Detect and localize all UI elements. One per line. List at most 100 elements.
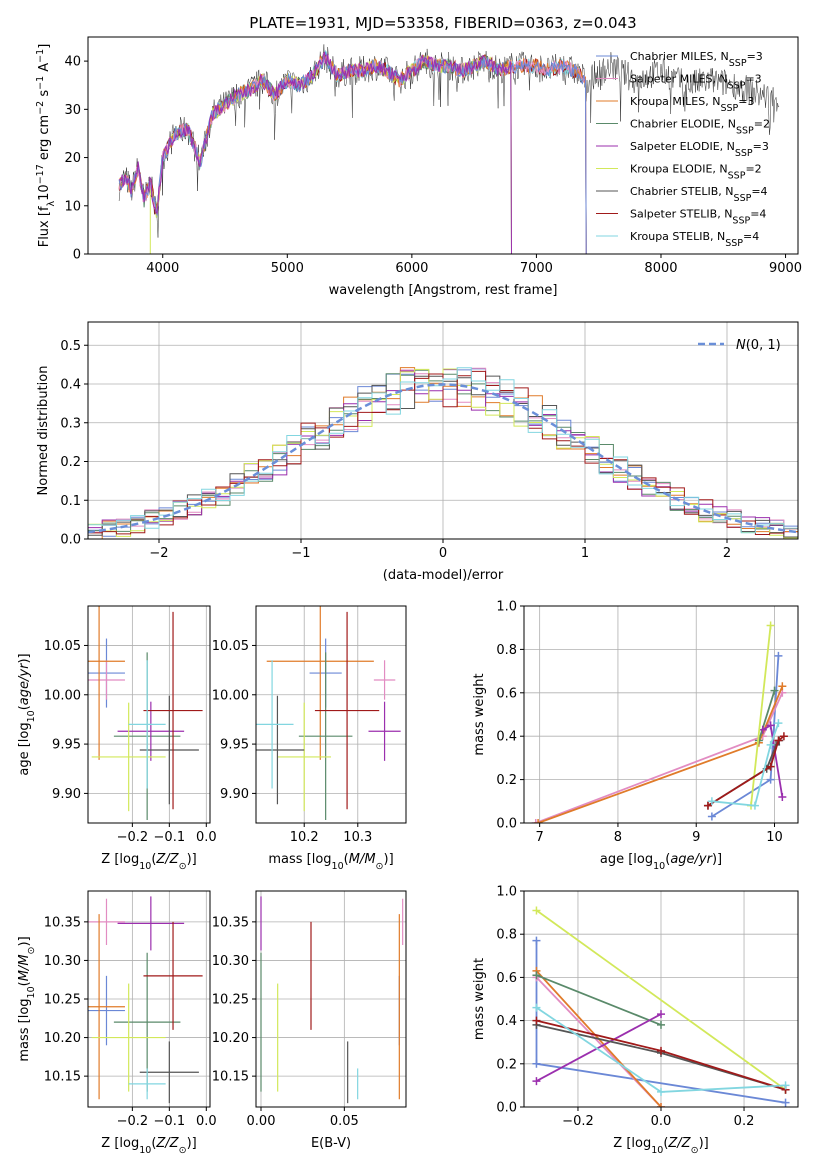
massweight_vs_Z-ylabel: mass weight bbox=[472, 958, 487, 1040]
mass-weight-line bbox=[535, 692, 784, 823]
mass-weight-marker bbox=[532, 1003, 541, 1012]
spectrum-legend-label: Chabrier ELODIE, NSSP=2 bbox=[630, 118, 770, 137]
age_vs_mass-plot-area bbox=[256, 606, 401, 821]
massweight_vs_age-ytick-label: 0.2 bbox=[496, 773, 517, 788]
mass-weight-marker bbox=[774, 651, 783, 660]
residuals-xtick-label: −1 bbox=[291, 546, 310, 561]
age_vs_mass-xtick-label: 10.3 bbox=[343, 830, 372, 845]
mass-weight-marker bbox=[532, 1016, 541, 1025]
mass-weight-marker bbox=[781, 1098, 790, 1107]
age_vs_Z-xlabel: Z [log10(Z/Z⊙)] bbox=[101, 852, 196, 872]
mass-weight-marker bbox=[779, 732, 788, 741]
spectrum-model-line bbox=[118, 49, 587, 254]
massweight_vs_age-ytick-label: 0.4 bbox=[496, 730, 517, 745]
spectrum-legend-label: Kroupa STELIB, NSSP=4 bbox=[630, 230, 759, 249]
residuals-plot-area bbox=[88, 367, 798, 539]
mass-weight-marker bbox=[532, 1077, 541, 1086]
age_vs_mass-frame bbox=[255, 605, 407, 824]
mass_vs_Z-ylabel: mass [log10(M/M⊙)] bbox=[17, 936, 37, 1061]
massweight_vs_age-ytick-label: 0.6 bbox=[496, 686, 517, 701]
residuals-xtick-label: −2 bbox=[149, 546, 168, 561]
age_vs_mass-ytick-label: 10.05 bbox=[212, 639, 249, 654]
mass-weight-marker bbox=[532, 906, 541, 915]
mass_vs_Z-xtick-label: 0.0 bbox=[196, 1114, 217, 1129]
mass-weight-line bbox=[537, 685, 784, 823]
mass_vs_EBV-ytick-label: 10.25 bbox=[212, 993, 249, 1008]
spectrum-xtick-label: 8000 bbox=[644, 261, 677, 276]
mass_vs_Z-xlabel: Z [log10(Z/Z⊙)] bbox=[101, 1136, 196, 1156]
residuals-ytick-label: 0.2 bbox=[60, 455, 81, 470]
massweight_vs_age-xtick-label: 10 bbox=[766, 830, 783, 845]
massweight_vs_age-ytick-label: 1.0 bbox=[496, 600, 517, 615]
age_vs_Z-ytick-label: 10.00 bbox=[44, 688, 81, 703]
mass-weight-marker bbox=[766, 740, 775, 749]
spectrum-model-line bbox=[118, 51, 587, 254]
massweight_vs_Z-ytick-label: 0.8 bbox=[496, 928, 517, 943]
age_vs_Z-ytick-label: 10.05 bbox=[44, 639, 81, 654]
spectrum-ytick-label: 20 bbox=[64, 151, 81, 166]
age_vs_mass-ytick-label: 9.90 bbox=[220, 787, 249, 802]
age_vs_Z-xtick-label: −0.1 bbox=[154, 830, 186, 845]
spectrum-ylabel: Flux [fλ10−17 erg cm−2 s−1 A−1] bbox=[35, 44, 57, 248]
mass-weight-marker bbox=[750, 801, 759, 810]
mass-weight-marker bbox=[657, 1020, 665, 1029]
residuals-legend-label: N(0, 1) bbox=[736, 338, 781, 353]
spectrum-legend-label: Salpeter MILES, NSSP=3 bbox=[630, 73, 762, 92]
mass-weight-marker bbox=[657, 1103, 665, 1107]
mass_vs_Z-ytick-label: 10.25 bbox=[44, 993, 81, 1008]
residual-histogram bbox=[88, 367, 798, 534]
mass-weight-line bbox=[535, 909, 787, 1091]
massweight_vs_Z-xtick-label: −0.2 bbox=[562, 1114, 594, 1129]
mass-weight-marker bbox=[778, 682, 787, 691]
residuals-xtick-label: 2 bbox=[723, 546, 731, 561]
age_vs_Z-ylabel: age [log10(age/yr)] bbox=[17, 653, 37, 775]
mass-weight-marker bbox=[532, 971, 541, 980]
mass-weight-marker bbox=[657, 1046, 665, 1055]
age_vs_mass-xlabel: mass [log10(M/M⊙)] bbox=[268, 852, 393, 872]
mass-weight-marker bbox=[531, 819, 540, 823]
spectrum-model-line bbox=[118, 53, 512, 254]
normal-curve bbox=[88, 383, 798, 534]
spectrum-ytick-label: 10 bbox=[64, 199, 81, 214]
spectrum-plot-area bbox=[118, 44, 780, 254]
massweight_vs_age-xtick-label: 7 bbox=[536, 830, 544, 845]
massweight_vs_Z-ytick-label: 0.0 bbox=[496, 1101, 517, 1116]
residuals-xtick-label: 0 bbox=[439, 546, 447, 561]
massweight_vs_age-xlabel: age [log10(age/yr)] bbox=[600, 852, 722, 872]
residuals-xtick-label: 1 bbox=[581, 546, 589, 561]
mass_vs_Z-ytick-label: 10.35 bbox=[44, 915, 81, 930]
age_vs_Z-ytick-label: 9.90 bbox=[52, 787, 81, 802]
mass-weight-line bbox=[707, 735, 785, 807]
mass-weight-marker bbox=[707, 812, 716, 821]
massweight_vs_Z-ytick-label: 0.4 bbox=[496, 1014, 517, 1029]
age_vs_mass-xtick-label: 10.2 bbox=[290, 830, 319, 845]
residuals-ylabel: Normed distribution bbox=[36, 366, 51, 496]
residuals-ytick-label: 0.5 bbox=[60, 339, 81, 354]
mass-weight-marker bbox=[766, 621, 775, 630]
mass-weight-marker bbox=[781, 1081, 790, 1090]
mass-weight-marker bbox=[703, 801, 712, 810]
mass_vs_Z-ytick-label: 10.20 bbox=[44, 1031, 81, 1046]
mass-weight-marker bbox=[770, 686, 779, 695]
residuals-ytick-label: 0.1 bbox=[60, 494, 81, 509]
age_vs_Z-xtick-label: 0.0 bbox=[196, 830, 217, 845]
spectrum-xtick-label: 5000 bbox=[271, 261, 304, 276]
mass-weight-line bbox=[758, 690, 776, 741]
massweight_vs_age-xtick-label: 8 bbox=[614, 830, 622, 845]
age_vs_mass-ytick-label: 9.95 bbox=[220, 738, 249, 753]
massweight_vs_Z-xtick-label: 0.0 bbox=[651, 1114, 672, 1129]
massweight_vs_Z-ytick-label: 0.2 bbox=[496, 1057, 517, 1072]
spectrum-legend-label: Salpeter ELODIE, NSSP=3 bbox=[630, 140, 769, 159]
mass_vs_EBV-ytick-label: 10.30 bbox=[212, 954, 249, 969]
residuals-ytick-label: 0.0 bbox=[60, 533, 81, 548]
spectrum-frame bbox=[87, 36, 799, 255]
mass-weight-marker bbox=[532, 1059, 541, 1068]
mass-weight-marker bbox=[657, 1087, 665, 1096]
figure-title: PLATE=1931, MJD=53358, FIBERID=0363, z=0… bbox=[249, 14, 636, 32]
mass_vs_EBV-ytick-label: 10.15 bbox=[212, 1070, 249, 1085]
spectrum-ytick-label: 0 bbox=[73, 248, 81, 263]
massweight_vs_age-ytick-label: 0.0 bbox=[496, 817, 517, 832]
massweight_vs_Z-ytick-label: 1.0 bbox=[496, 885, 517, 900]
spectrum-xtick-label: 7000 bbox=[520, 261, 553, 276]
